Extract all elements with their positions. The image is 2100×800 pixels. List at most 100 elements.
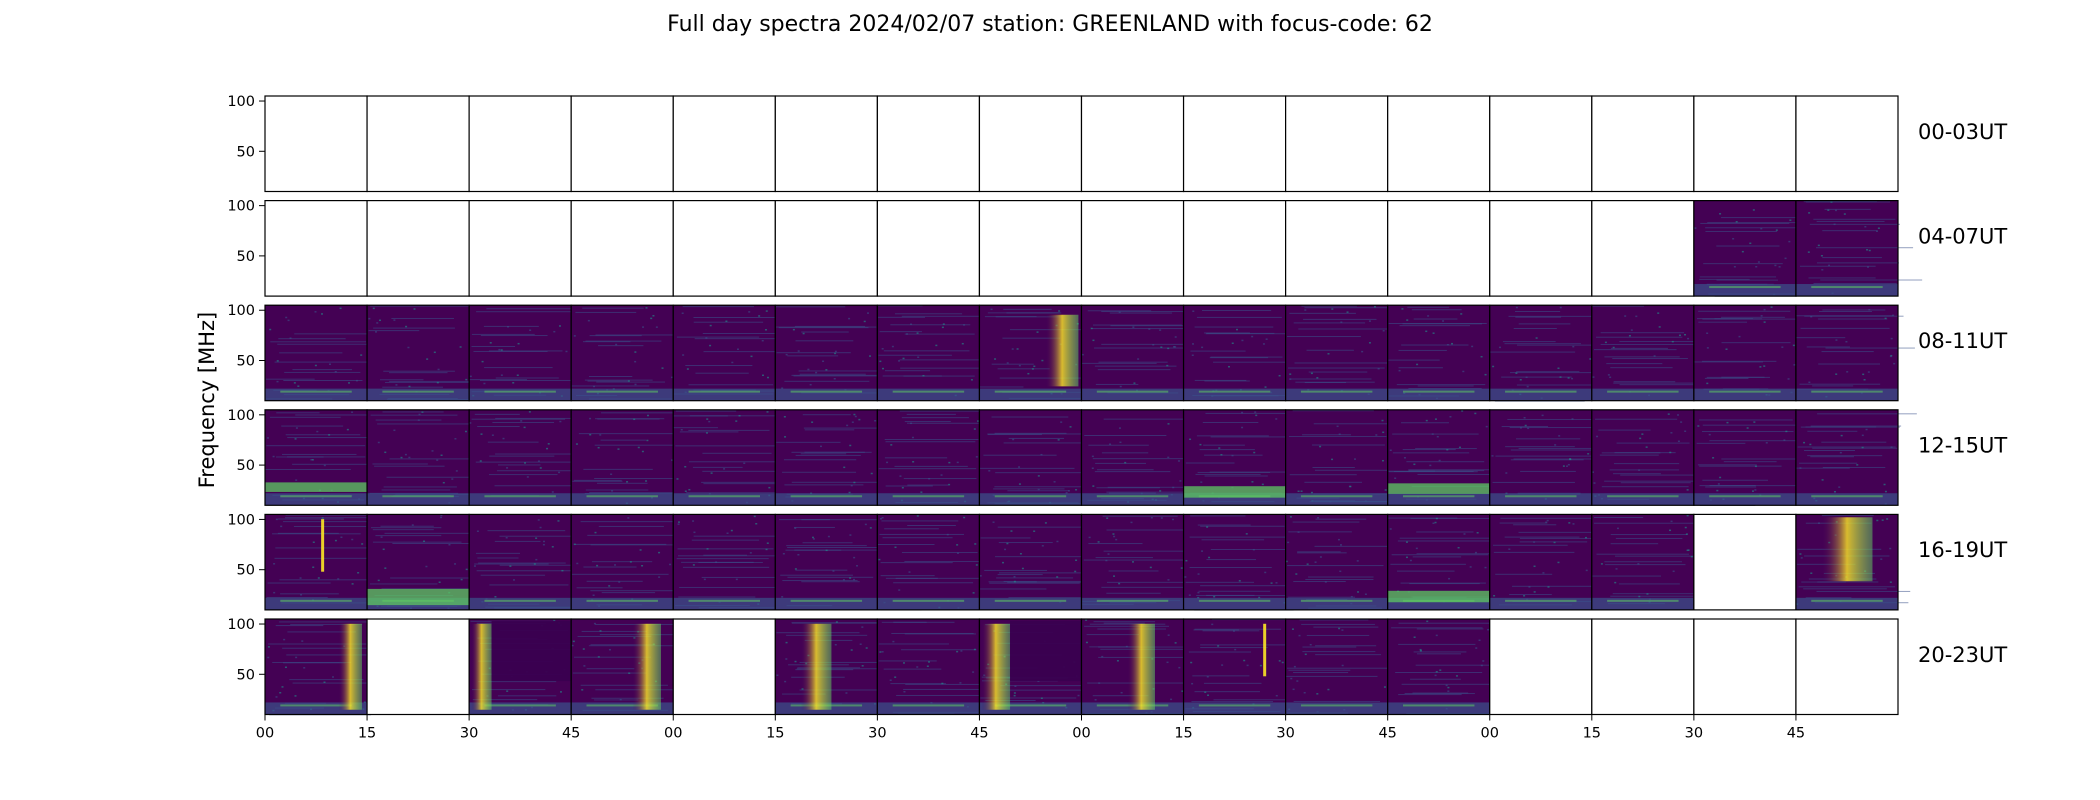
noise-streak (702, 333, 783, 335)
noise-speck (1558, 435, 1561, 437)
noise-speck (956, 650, 959, 653)
noise-streak (1795, 315, 1893, 317)
noise-streak (1086, 634, 1140, 636)
spectrum-panel-08-11UT-14 (1693, 304, 1803, 402)
empty-spectrum (1081, 96, 1184, 192)
noise-speck (1646, 593, 1649, 595)
noise-streak (1489, 351, 1576, 353)
noise-streak (901, 649, 977, 651)
noise-speck (1254, 411, 1257, 413)
noise-speck (539, 526, 542, 529)
noise-speck (1677, 414, 1680, 416)
noise-streak (883, 350, 970, 352)
noise-speck (608, 585, 611, 587)
noise-speck (436, 381, 439, 384)
noise-speck (1019, 553, 1022, 555)
noise-streak (1204, 475, 1268, 477)
noise-speck (418, 413, 421, 416)
noise-streak (1399, 537, 1491, 539)
noise-speck (1044, 522, 1047, 524)
noise-speck (661, 367, 664, 369)
noise-speck (331, 676, 334, 678)
noise-speck (1746, 427, 1749, 429)
noise-streak (474, 563, 549, 565)
noise-speck (834, 350, 837, 353)
noise-speck (1310, 372, 1313, 375)
noise-speck (1115, 538, 1118, 541)
noise-streak (1406, 461, 1485, 463)
spectrum-background (673, 409, 776, 506)
spectrum-background (673, 305, 776, 401)
noise-speck (1637, 563, 1640, 565)
noise-streak (1412, 556, 1462, 558)
spectrum-panel-08-11UT-15 (1795, 304, 1915, 402)
noise-speck (1275, 694, 1278, 697)
noise-streak (1501, 376, 1572, 378)
noise-speck (1174, 336, 1177, 338)
noise-streak (390, 577, 481, 579)
noise-speck (963, 324, 966, 326)
noise-speck (611, 490, 614, 492)
spectrum-panel-20-23UT-3 (570, 618, 696, 716)
low-frequency-band (1387, 493, 1490, 506)
noise-speck (1542, 572, 1545, 574)
low-frequency-band (979, 388, 1082, 401)
noise-speck (1863, 379, 1866, 381)
noise-speck (1883, 483, 1886, 486)
noise-streak (1513, 328, 1557, 330)
noise-speck (1868, 309, 1871, 311)
noise-speck (706, 548, 709, 550)
noise-streak (383, 370, 455, 372)
noise-streak (1193, 629, 1239, 631)
noise-speck (1741, 250, 1744, 253)
noise-speck (301, 640, 304, 642)
spectrum-panel-12-15UT-2 (468, 409, 597, 506)
noise-speck (693, 531, 696, 534)
noise-streak (983, 454, 1057, 456)
low-frequency-line (1505, 390, 1577, 393)
noise-speck (809, 383, 812, 386)
noise-streak (375, 419, 442, 421)
low-frequency-band (1795, 388, 1898, 401)
noise-streak (1810, 456, 1855, 458)
noise-streak (1097, 469, 1154, 471)
noise-speck (299, 577, 302, 579)
noise-streak (1709, 440, 1800, 442)
noise-speck (879, 651, 882, 653)
noise-speck (766, 376, 769, 379)
noise-speck (1775, 229, 1778, 231)
noise-speck (1364, 593, 1367, 595)
spectrum-panel-08-11UT-7 (978, 304, 1099, 402)
noise-streak (1613, 381, 1676, 383)
low-frequency-line (280, 390, 352, 393)
noise-speck (1686, 549, 1689, 552)
spectrum-background (877, 305, 980, 401)
empty-spectrum (1387, 200, 1490, 297)
noise-streak (1803, 588, 1887, 590)
noise-speck (1068, 490, 1071, 492)
noise-speck (1232, 630, 1235, 632)
noise-streak (474, 413, 520, 415)
noise-speck (749, 552, 752, 554)
noise-speck (1065, 492, 1068, 494)
broadband-burst (338, 623, 362, 710)
noise-streak (284, 371, 361, 373)
noise-streak (372, 463, 428, 465)
noise-streak (1799, 462, 1858, 464)
spectrum-panel-16-19UT-11 (1387, 513, 1505, 611)
noise-streak (791, 481, 888, 483)
noise-speck (405, 325, 408, 328)
noise-speck (870, 472, 873, 475)
noise-speck (1383, 686, 1386, 688)
noise-streak (979, 467, 1075, 469)
noise-speck (882, 367, 885, 370)
noise-streak (1306, 634, 1370, 636)
noise-speck (1092, 485, 1095, 487)
noise-streak (489, 455, 555, 457)
noise-speck (1160, 346, 1163, 348)
noise-streak (1302, 651, 1376, 653)
noise-speck (1624, 315, 1627, 317)
noise-speck (1817, 244, 1820, 247)
noise-speck (599, 434, 602, 436)
